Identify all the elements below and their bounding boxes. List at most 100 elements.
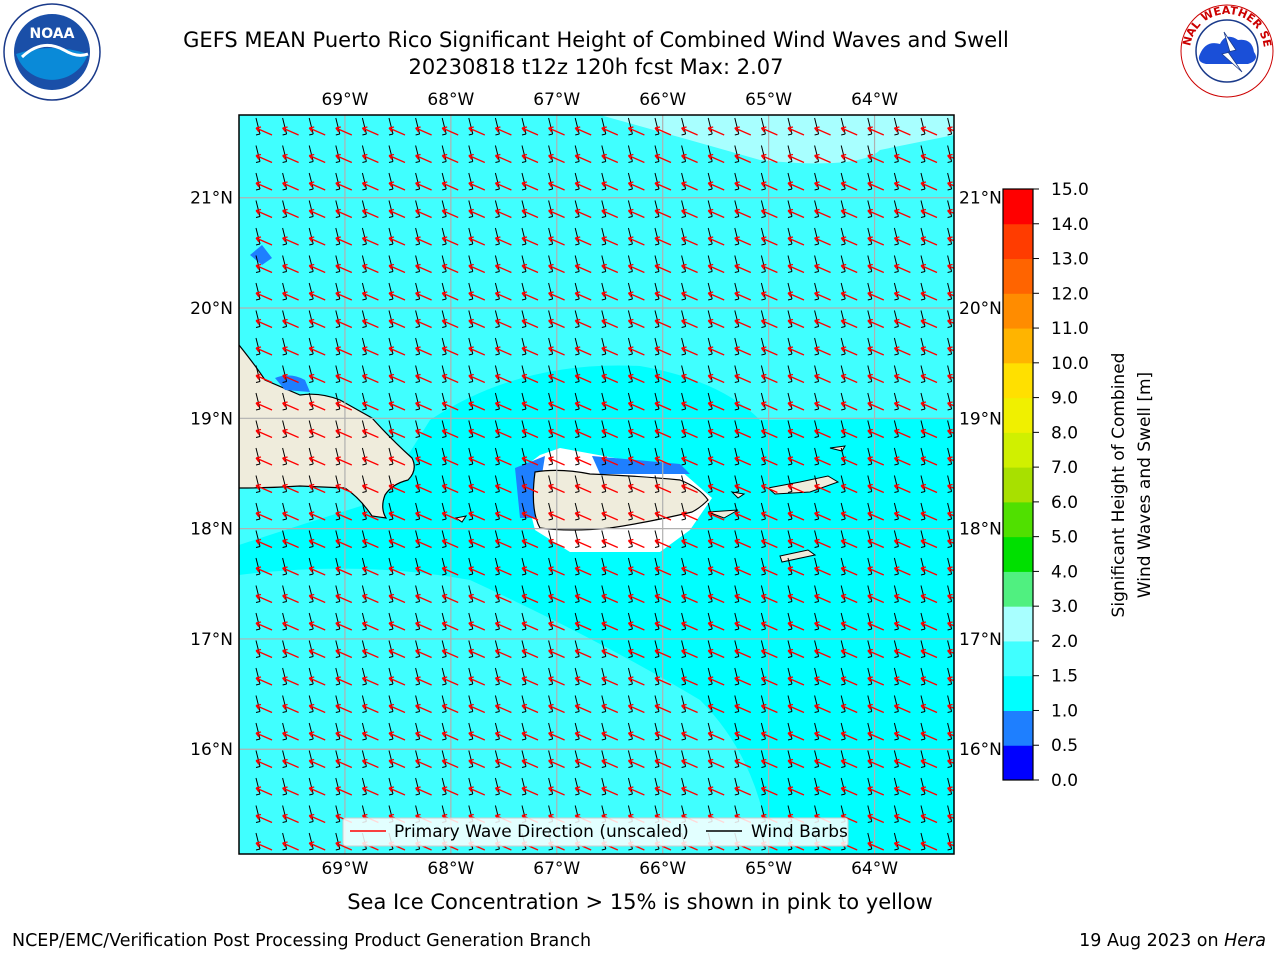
wave-direction-arrow — [627, 786, 645, 796]
wave-direction-arrow — [734, 758, 752, 769]
wind-barb — [814, 612, 820, 631]
colorbar-segment — [1003, 258, 1033, 294]
wave-direction-arrow — [415, 346, 432, 356]
wave-direction-arrow — [654, 373, 672, 384]
wave-direction-arrow — [548, 648, 565, 659]
wind-barb — [308, 145, 314, 163]
wave-direction-arrow — [601, 786, 619, 796]
wave-direction-arrow — [255, 401, 273, 411]
wave-direction-arrow — [335, 181, 353, 191]
wave-direction-arrow — [601, 236, 619, 246]
wave-direction-arrow — [814, 318, 831, 329]
wind-barb — [255, 200, 261, 218]
wind-barb — [335, 255, 341, 273]
wind-barb — [441, 695, 447, 713]
wind-barb — [681, 612, 687, 631]
lon-label-bottom: 69°W — [321, 859, 368, 879]
wind-barb — [548, 557, 554, 576]
wind-barb — [760, 145, 766, 163]
colorbar-tick-label: 4.0 — [1051, 562, 1078, 582]
wave-direction-arrow — [947, 621, 954, 628]
lon-label-bottom: 64°W — [851, 859, 898, 879]
wind-barb — [388, 227, 394, 246]
wave-direction-arrow — [521, 291, 539, 301]
wave-direction-arrow — [707, 401, 725, 411]
wave-direction-arrow — [282, 593, 299, 604]
wind-barb — [627, 612, 633, 631]
colorbar-label-line2: Wind Waves and Swell [m] — [1135, 372, 1155, 598]
wave-direction-arrow — [627, 703, 645, 714]
wave-direction-arrow — [468, 208, 486, 219]
wind-barb — [335, 805, 341, 823]
wave-direction-arrow — [654, 703, 672, 714]
wave-direction-arrow — [494, 236, 512, 246]
wind-barb — [814, 117, 820, 136]
wind-barb — [361, 392, 367, 411]
wave-direction-arrow — [627, 318, 645, 329]
wind-barb — [627, 777, 633, 796]
wind-barb — [548, 310, 554, 328]
wind-barb — [441, 530, 447, 548]
wave-direction-arrow — [335, 208, 353, 219]
wave-direction-arrow — [601, 428, 619, 439]
wind-barb — [867, 200, 873, 218]
wind-barb — [867, 365, 873, 383]
wind-barb — [760, 172, 766, 191]
wind-barb — [574, 585, 580, 603]
wave-direction-arrow — [787, 428, 805, 439]
wind-barb — [707, 337, 713, 356]
wave-direction-arrow — [308, 373, 326, 384]
wave-direction-arrow — [521, 126, 539, 136]
wave-direction-arrow — [734, 428, 752, 439]
wind-barb — [893, 172, 899, 191]
wind-barb — [920, 227, 926, 246]
wind-barb — [734, 667, 740, 686]
wind-barb — [627, 255, 633, 273]
wind-barb — [521, 145, 527, 163]
wave-direction-arrow — [814, 538, 831, 549]
wave-direction-arrow — [920, 703, 938, 714]
wave-direction-arrow — [681, 703, 698, 714]
wind-barb — [548, 255, 554, 273]
wind-barb — [574, 640, 580, 658]
wave-direction-arrow — [814, 483, 831, 494]
wave-direction-arrow — [760, 291, 778, 301]
wave-direction-arrow — [814, 401, 831, 411]
wave-direction-arrow — [840, 263, 858, 274]
wave-direction-arrow — [814, 181, 831, 191]
colorbar-tick-label: 12.0 — [1051, 284, 1089, 304]
wind-barb — [760, 337, 766, 356]
wave-direction-arrow — [308, 291, 326, 301]
wind-barb — [867, 255, 873, 273]
wave-direction-arrow — [787, 208, 805, 219]
wave-direction-arrow — [335, 786, 353, 796]
wind-barb — [282, 475, 288, 493]
wind-barb — [787, 227, 793, 246]
wave-direction-arrow — [734, 318, 752, 329]
wave-direction-arrow — [654, 731, 672, 741]
wind-barb — [734, 502, 740, 521]
wave-direction-arrow — [415, 511, 432, 521]
wind-barb — [548, 667, 554, 686]
wind-barb — [415, 145, 421, 163]
wave-direction-arrow — [415, 401, 432, 411]
wave-direction-arrow — [361, 786, 379, 796]
wind-barb — [255, 117, 261, 136]
wave-direction-arrow — [760, 703, 778, 714]
wave-direction-arrow — [947, 401, 954, 408]
wind-barb — [654, 365, 660, 383]
wind-barb — [255, 750, 261, 768]
wind-barb — [947, 392, 953, 411]
wave-direction-arrow — [282, 456, 299, 466]
wave-direction-arrow — [388, 786, 406, 796]
wave-direction-arrow — [308, 593, 326, 604]
wave-direction-arrow — [947, 181, 954, 188]
wind-barb — [760, 722, 766, 741]
wave-direction-arrow — [893, 841, 911, 851]
wave-direction-arrow — [893, 511, 911, 521]
wave-direction-arrow — [388, 401, 406, 411]
wave-direction-arrow — [601, 483, 619, 494]
wave-direction-arrow — [867, 786, 885, 796]
wind-barb — [654, 337, 660, 356]
wave-direction-arrow — [361, 263, 379, 274]
